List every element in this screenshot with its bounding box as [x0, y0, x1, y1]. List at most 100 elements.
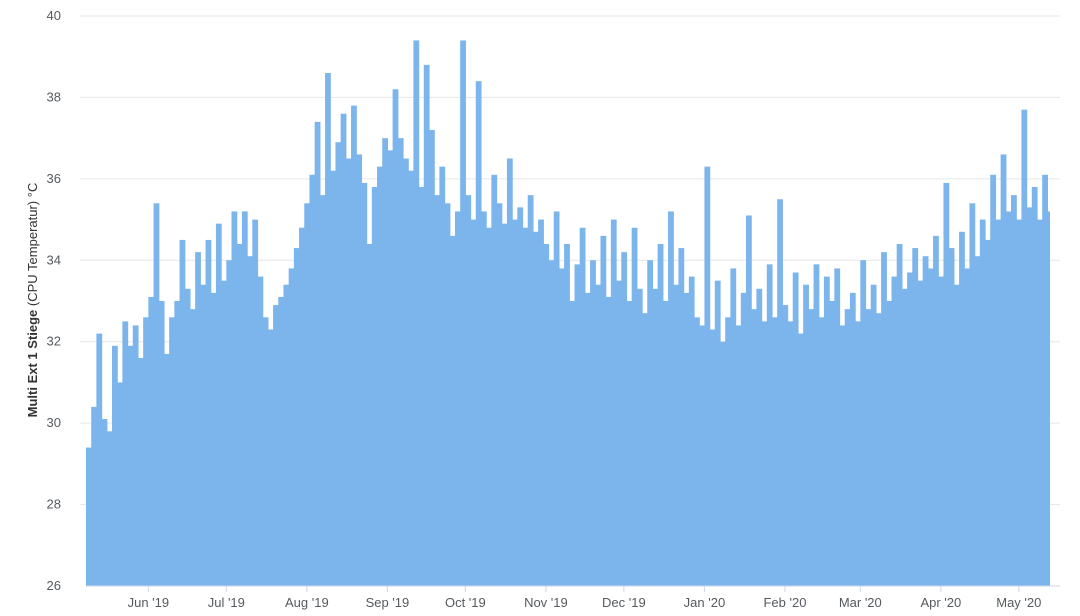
bar	[1031, 187, 1038, 586]
bar	[215, 223, 222, 586]
bar	[855, 321, 861, 586]
bar	[990, 174, 997, 587]
x-tick-label: Mar '20	[839, 595, 882, 610]
bar	[787, 321, 794, 586]
bar	[943, 182, 950, 586]
bar	[771, 317, 778, 586]
bar	[382, 138, 389, 586]
bar	[543, 244, 550, 586]
x-tick-label: Apr '20	[920, 595, 961, 610]
bar	[590, 260, 596, 586]
bar	[605, 296, 612, 586]
bar	[371, 187, 378, 586]
bar	[158, 301, 165, 586]
bar	[964, 268, 971, 586]
bar	[423, 64, 430, 587]
bar	[200, 284, 207, 586]
x-tick-label: May '20	[996, 595, 1041, 610]
bar	[813, 264, 820, 586]
bar	[777, 199, 783, 586]
bar	[293, 248, 300, 586]
bar	[252, 219, 259, 586]
bar	[340, 113, 347, 587]
x-tick-label: Aug '19	[285, 595, 329, 610]
bar	[886, 301, 893, 586]
bar	[351, 105, 357, 586]
bar	[797, 333, 804, 586]
bar	[969, 203, 976, 587]
bar	[387, 150, 394, 587]
bar	[377, 166, 383, 586]
bar	[683, 292, 690, 586]
y-tick-label: 40	[47, 8, 61, 23]
bar	[584, 292, 591, 586]
bar	[875, 313, 882, 586]
bar	[959, 231, 965, 587]
bar	[891, 276, 898, 586]
bar	[745, 215, 752, 586]
bar	[865, 309, 872, 586]
bar	[1026, 207, 1033, 587]
bar	[714, 280, 721, 586]
bar	[86, 447, 92, 586]
bar	[912, 248, 919, 586]
x-tick-label: Nov '19	[524, 595, 568, 610]
bar	[818, 317, 825, 586]
bar	[163, 353, 170, 586]
bar	[688, 276, 695, 586]
bar	[839, 325, 846, 586]
bar	[460, 40, 466, 587]
bar	[538, 219, 544, 586]
bar	[652, 288, 659, 586]
bar	[933, 235, 939, 587]
bar	[241, 211, 248, 586]
bar	[418, 187, 425, 586]
bar	[496, 203, 503, 587]
bar	[127, 345, 134, 586]
bar	[449, 235, 456, 587]
bar	[101, 419, 108, 586]
bar	[397, 138, 404, 586]
y-axis-title: Multi Ext 1 Stiege (CPU Temperatur) °C	[25, 183, 40, 418]
bar	[247, 256, 253, 586]
bar	[288, 268, 295, 586]
bar	[756, 288, 763, 586]
bar	[579, 227, 586, 586]
bar	[720, 341, 726, 586]
bar	[132, 325, 139, 586]
bar	[532, 231, 539, 587]
bar	[574, 264, 581, 586]
plot-area	[86, 40, 1050, 587]
x-axis-ticks: Jun '19 Jul '19 Aug '19 Sep '19 Oct '19 Nov '…	[128, 586, 1041, 610]
bar	[444, 203, 451, 587]
bar	[844, 309, 851, 586]
bar	[527, 195, 534, 586]
bar	[668, 211, 674, 586]
bar	[553, 211, 560, 586]
bar	[392, 89, 399, 586]
bar	[91, 406, 97, 586]
bar	[881, 252, 887, 586]
y-tick-label: 38	[47, 89, 61, 104]
bar	[673, 284, 680, 586]
bar	[517, 207, 524, 587]
bar	[506, 158, 513, 586]
bar	[403, 158, 409, 586]
bar	[486, 227, 492, 586]
bar	[262, 317, 269, 586]
bar	[96, 333, 103, 586]
bar	[304, 203, 311, 587]
bar	[267, 329, 274, 586]
bar	[803, 284, 809, 586]
bar	[938, 276, 945, 586]
bar	[704, 166, 711, 586]
bar	[299, 227, 305, 586]
bar	[1042, 174, 1048, 587]
bar	[122, 321, 129, 586]
bar	[522, 227, 529, 586]
bar	[927, 268, 934, 586]
y-tick-label: 32	[47, 334, 61, 349]
bar	[1016, 219, 1023, 586]
bar	[642, 313, 648, 586]
bar	[808, 309, 815, 586]
